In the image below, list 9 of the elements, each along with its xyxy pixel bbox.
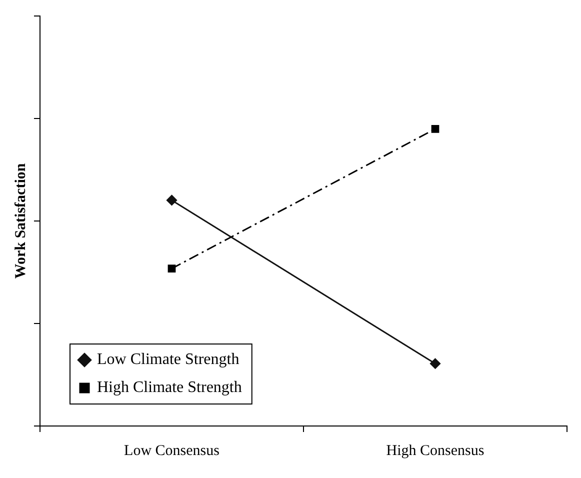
x-tick-label: High Consensus xyxy=(386,442,484,459)
point xyxy=(168,264,176,272)
point xyxy=(431,124,440,133)
point xyxy=(166,194,177,206)
y-axis-title: Work Satisfaction xyxy=(12,162,29,279)
legend-label: Low Climate Strength xyxy=(97,351,240,368)
legend-label: High Climate Strength xyxy=(97,379,242,396)
x-tick-label: Low Consensus xyxy=(124,442,220,459)
point xyxy=(430,358,440,369)
